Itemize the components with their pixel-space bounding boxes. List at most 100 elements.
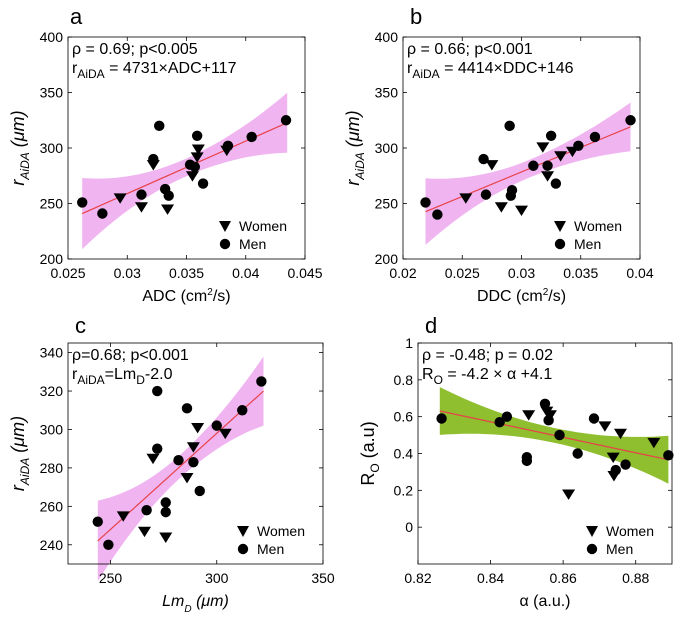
- data-point-men: [181, 403, 193, 414]
- y-axis-label: RO (a.u): [358, 421, 382, 485]
- data-point-women: [494, 202, 508, 213]
- data-point-women: [613, 428, 627, 440]
- y-tick-label: 340: [40, 345, 64, 361]
- data-point-women: [598, 421, 612, 432]
- data-point-women: [218, 428, 232, 440]
- y-tick-label: 200: [375, 251, 399, 267]
- data-point-men: [160, 506, 171, 518]
- y-tick-label: 400: [40, 29, 64, 45]
- annotation-stats: ρ = -0.48; p = 0.02: [422, 347, 553, 364]
- confidence-band: [425, 102, 631, 245]
- data-point-men: [103, 539, 114, 550]
- data-point-men: [136, 189, 147, 200]
- data-point-men: [620, 459, 631, 470]
- x-tick-label: 0.03: [114, 265, 141, 281]
- panel-label: b: [410, 4, 422, 29]
- data-point-men: [663, 450, 674, 461]
- panel-label: c: [75, 313, 86, 338]
- data-point-men: [237, 405, 248, 416]
- data-point-men: [420, 197, 431, 208]
- legend-men-label: Men: [574, 236, 601, 252]
- data-point-men: [478, 153, 489, 165]
- data-point-men: [92, 516, 103, 527]
- legend-women-marker: [219, 221, 231, 232]
- legend-women-label: Women: [574, 218, 622, 234]
- data-point-men: [148, 153, 159, 165]
- data-point-women: [180, 472, 194, 484]
- data-point-women: [191, 144, 205, 155]
- y-tick-label: 1: [405, 335, 413, 351]
- data-point-women: [554, 151, 568, 162]
- data-point-women: [185, 171, 199, 182]
- x-tick-label: 300: [205, 570, 229, 586]
- data-point-men: [550, 178, 562, 189]
- data-point-men: [480, 189, 492, 200]
- data-point-men: [188, 456, 199, 468]
- data-point-women: [159, 532, 173, 543]
- data-point-men: [572, 448, 583, 459]
- data-point-women: [647, 437, 661, 449]
- data-point-women: [459, 193, 473, 204]
- y-tick-label: 0.8: [394, 372, 414, 388]
- panel-a: a 0.025 0.03 0.035 0.04 0.045 200 250 300 350 400 A…: [8, 4, 323, 305]
- x-axis-label: DDC (cm2/s): [477, 287, 566, 305]
- fit-line: [439, 410, 669, 461]
- fit-line: [425, 126, 631, 213]
- legend-men-label: Men: [239, 236, 266, 252]
- legend-men-marker: [237, 543, 249, 555]
- data-point-men: [505, 190, 517, 201]
- x-tick-label: 0.04: [626, 265, 653, 281]
- data-point-men: [432, 209, 443, 220]
- x-tick-label: 0.035: [563, 265, 598, 281]
- x-tick-label: 0.04: [232, 265, 259, 281]
- data-point-men: [191, 130, 203, 141]
- panel-label: d: [425, 313, 437, 338]
- x-tick-label: 0.86: [550, 570, 577, 586]
- x-axis-label: ADC (cm2/s): [142, 287, 230, 305]
- data-point-men: [160, 497, 171, 508]
- data-point-women: [562, 489, 576, 500]
- legend-women-marker: [586, 526, 598, 537]
- data-point-women: [134, 202, 148, 213]
- legend-women-label: Women: [606, 523, 654, 539]
- panel-b: b 0.02 0.025 0.03 0.035 0.04 200 250 300 350 400 DD…: [343, 4, 654, 305]
- data-point-men: [588, 413, 600, 424]
- x-tick-label: 0.02: [389, 265, 416, 281]
- data-point-men: [280, 115, 292, 126]
- data-point-men: [589, 131, 601, 143]
- x-tick-label: 0.03: [508, 265, 535, 281]
- data-point-women: [543, 410, 557, 421]
- data-point-women: [161, 204, 175, 215]
- x-tick-label: 0.025: [445, 265, 480, 281]
- y-tick-label: 300: [40, 421, 64, 437]
- data-point-men: [97, 208, 108, 219]
- y-axis-label: rAiDA (μm): [8, 110, 32, 185]
- legend-men-label: Men: [257, 541, 284, 557]
- data-point-men: [173, 455, 184, 466]
- data-point-men: [625, 115, 636, 126]
- data-point-men: [545, 130, 557, 141]
- legend-women-label: Women: [257, 523, 305, 539]
- data-point-women: [190, 152, 204, 163]
- data-point-men: [189, 161, 200, 173]
- data-point-men: [501, 411, 513, 422]
- x-axis-label: LmD (μm): [162, 593, 229, 615]
- data-point-women: [606, 452, 620, 464]
- panel-d: d 0.82 0.84 0.86 0.88 0 0.2 0.4 0.6 0.8 1 α (a.u.) R…: [358, 313, 674, 610]
- data-point-men: [211, 420, 222, 431]
- legend-men-marker: [554, 238, 566, 250]
- data-point-men: [77, 197, 88, 208]
- data-point-men: [436, 413, 447, 424]
- y-tick-label: 200: [40, 251, 64, 267]
- legend-men-marker: [219, 238, 231, 250]
- x-tick-label: 0.045: [287, 265, 322, 281]
- data-point-men: [256, 376, 267, 387]
- legend-women-marker: [554, 221, 566, 232]
- data-point-men: [539, 398, 551, 409]
- data-point-men: [504, 120, 515, 131]
- x-tick-label: 0.025: [50, 265, 85, 281]
- annotation-stats: ρ = 0.69; p<0.005: [72, 41, 198, 58]
- annotation-stats: ρ = 0.66; p<0.001: [407, 41, 533, 58]
- x-tick-label: 0.84: [477, 570, 504, 586]
- data-point-men: [141, 504, 152, 516]
